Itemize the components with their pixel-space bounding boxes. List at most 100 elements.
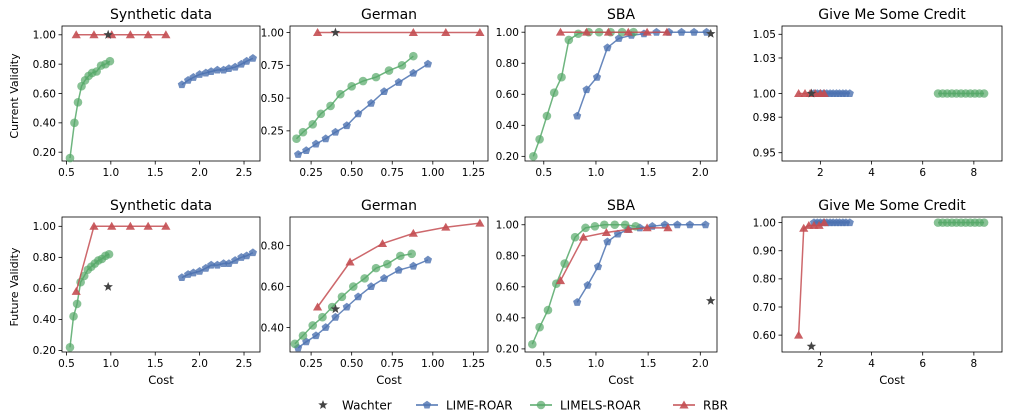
x-tick-label: 1.0: [588, 167, 605, 179]
data-point: [189, 268, 198, 277]
data-point: [69, 312, 78, 321]
panel-2-2: German 0.25 0.50 0.75 1.00 1.25 0.40 0.60 0.80 Co…: [261, 198, 489, 387]
series-limels-roar: [933, 89, 989, 98]
y-tick-label: 0.60: [33, 88, 56, 100]
y-tick-label: 0.60: [261, 281, 284, 293]
panel-1-1: Synthetic data 0.5 1.0 1.5 2.0 2.5 0.20 0.40 0.6…: [33, 7, 261, 179]
y-tick-label: 1.03: [753, 53, 776, 65]
data-point: [475, 28, 485, 36]
series-limels-roar: [65, 249, 114, 352]
data-point: [71, 30, 81, 39]
data-point: [845, 89, 854, 97]
panel-title: Synthetic data: [110, 198, 212, 214]
data-point: [298, 127, 308, 137]
data-point: [397, 61, 407, 70]
x-tick-label: 1.25: [462, 167, 485, 179]
x-axis-label: Cost: [879, 373, 905, 387]
y-tick-label: 0.60: [496, 89, 519, 101]
plot-frame: [289, 25, 489, 162]
y-tick-label: 0.80: [261, 240, 284, 252]
panel-title: SBA: [607, 7, 635, 23]
data-point: [475, 218, 485, 227]
data-point: [409, 261, 418, 270]
data-point: [73, 98, 83, 107]
plot-frame: [524, 216, 718, 353]
data-point: [806, 88, 817, 98]
data-point: [383, 259, 392, 269]
data-point: [103, 29, 113, 39]
x-tick-label: 0.50: [340, 167, 363, 179]
data-point: [592, 72, 602, 81]
data-point: [367, 99, 376, 107]
data-point: [408, 28, 418, 36]
data-point: [330, 304, 341, 314]
data-point: [819, 218, 829, 227]
data-point: [394, 265, 403, 274]
y-tick-label: 1.00: [33, 30, 56, 42]
x-tick-label: 1.5: [640, 358, 657, 370]
data-point: [423, 59, 433, 68]
series-rbr: [555, 27, 672, 36]
y-tick-label: 0.40: [33, 118, 56, 130]
data-point: [603, 237, 612, 246]
data-point: [248, 53, 257, 62]
data-point: [103, 281, 113, 291]
data-point: [806, 341, 817, 351]
data-point: [331, 312, 340, 321]
data-point: [321, 323, 330, 331]
plot-frame: [61, 216, 261, 353]
data-point: [354, 292, 363, 301]
legend-marker: [422, 400, 432, 409]
data-point: [979, 89, 989, 98]
data-point: [207, 67, 216, 75]
data-point: [313, 302, 323, 311]
x-tick-label: 2.0: [692, 358, 709, 370]
series-limels-roar: [65, 56, 115, 163]
data-point: [105, 56, 115, 66]
data-point: [308, 321, 318, 330]
series-limels-roar: [290, 249, 417, 349]
data-point: [371, 263, 381, 273]
data-point: [555, 27, 566, 36]
data-point: [583, 280, 592, 289]
data-point: [603, 43, 612, 52]
x-tick-label: 1.0: [102, 358, 119, 370]
panel-1-3: SBA 0.5 1.0 1.5 2.0 0.20 0.40 0.60 0.80 1.00: [496, 7, 718, 179]
series-lime-roar: [573, 27, 711, 120]
series-rbr: [71, 30, 171, 39]
x-tick-label: 8: [971, 167, 978, 179]
series-line: [316, 222, 480, 308]
data-point: [367, 282, 376, 291]
data-point: [311, 331, 321, 340]
data-point: [705, 295, 716, 305]
x-tick-label: 6: [919, 358, 926, 370]
data-point: [336, 89, 345, 99]
data-point: [570, 232, 580, 242]
series-wachter: [705, 295, 716, 305]
panel-2-4: Give Me Some Credit 2 4 6 8 0.60 0.70 0.80 0.90 1…: [753, 198, 1003, 387]
y-tick-label: 1.00: [33, 221, 56, 233]
x-tick-label: 6: [919, 167, 926, 179]
x-tick-label: 2.5: [236, 167, 253, 179]
x-tick-label: 2.0: [692, 167, 709, 179]
data-point: [161, 221, 171, 230]
x-tick-label: 0.50: [340, 358, 363, 370]
y-tick-label: 0.20: [33, 345, 56, 357]
x-tick-label: 8: [971, 358, 978, 370]
x-tick-label: 2: [817, 167, 824, 179]
y-tick-label: 1.00: [496, 220, 519, 232]
data-point: [441, 28, 451, 36]
panel-2-1: Synthetic data 0.5 1.0 1.5 2.0 2.5 0.20 0.40 0.6…: [33, 198, 261, 387]
data-point: [71, 286, 81, 295]
data-point: [143, 221, 153, 230]
data-point: [89, 30, 99, 39]
legend-marker: [536, 400, 546, 410]
data-point: [161, 30, 171, 39]
panel-title: SBA: [607, 198, 635, 214]
series-lime-roar: [294, 59, 433, 158]
legend-item-limels-roar: LIMELS-ROAR: [530, 399, 641, 413]
data-point: [326, 101, 335, 111]
data-point: [72, 299, 82, 309]
data-point: [195, 267, 204, 275]
data-point: [685, 220, 694, 229]
